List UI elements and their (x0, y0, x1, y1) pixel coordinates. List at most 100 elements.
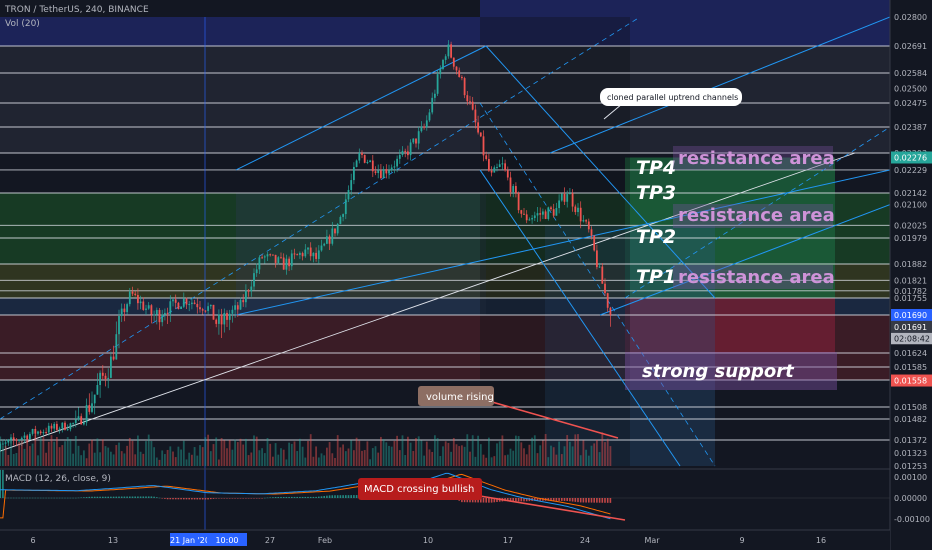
resistance-label: resistance area (678, 267, 835, 288)
candle-body (396, 158, 398, 167)
volume-bar (542, 440, 544, 466)
volume-bar (15, 453, 18, 466)
volume-bar (80, 455, 83, 466)
candle-body (93, 394, 96, 404)
macd-label: MACD (12, 26, close, 9) (5, 474, 111, 484)
macd-histogram-bar (507, 498, 509, 502)
candle-body (207, 306, 209, 311)
candle-body (520, 210, 523, 214)
candle-body (293, 253, 296, 255)
macd-histogram-bar (258, 498, 261, 499)
volume-bar (188, 452, 191, 466)
macd-histogram-bar (153, 496, 155, 498)
macd-histogram-bar (66, 497, 69, 499)
candle-body (164, 312, 166, 315)
candle-body (253, 273, 255, 287)
volume-bar (134, 454, 137, 466)
volume-bar (496, 443, 498, 466)
macd-histogram-bar (493, 498, 496, 503)
macd-histogram-bar (158, 497, 161, 499)
cloned-channels-label: cloned parallel uptrend channels (607, 93, 738, 102)
candle-body (488, 159, 490, 171)
volume-bar (199, 445, 201, 466)
candle-body (58, 428, 61, 430)
volume-rising-badge (418, 386, 494, 406)
price-tick-label: 0.02584 (894, 69, 927, 78)
candle-body (477, 122, 479, 133)
candle-body (99, 372, 101, 386)
macd-signal-line (0, 473, 611, 519)
macd-histogram-bar (350, 495, 352, 498)
candle-body (7, 439, 10, 443)
price-tag (891, 332, 932, 345)
macd-histogram-bar (588, 498, 590, 503)
candle-body (563, 193, 566, 202)
volume-bar (377, 452, 380, 466)
macd-histogram-bar (288, 496, 290, 498)
volume-bar (4, 445, 7, 466)
volume-bar (234, 439, 236, 466)
volume-bar (290, 443, 293, 466)
macd-histogram-bar (115, 496, 118, 498)
macd-histogram-bar (247, 498, 250, 499)
volume-bar (358, 440, 361, 466)
macd-histogram-bar (26, 497, 28, 499)
macd-histogram-bar (102, 496, 104, 498)
candle-body (96, 385, 99, 395)
macd-histogram-bar (517, 498, 520, 502)
volume-bar (371, 448, 374, 466)
volume-bar (415, 438, 417, 466)
macd-histogram-bar (609, 498, 612, 503)
price-tick-label: 0.02387 (894, 123, 927, 132)
tp2-label: TP2 (636, 226, 676, 248)
price-tick-label: 0.01585 (894, 363, 927, 372)
volume-bar (555, 454, 558, 466)
macd-line (0, 472, 611, 520)
volume-bar (155, 457, 158, 466)
candle-body (218, 314, 220, 324)
volume-bar (471, 435, 474, 466)
time-tick-label: 27 (265, 536, 275, 545)
volume-bar (266, 437, 269, 466)
candle-body (363, 154, 366, 163)
candle-body (309, 247, 312, 257)
volume-bar (83, 450, 85, 466)
volume-bar (436, 438, 439, 466)
volume-bar (606, 438, 609, 466)
volume-bar (0, 436, 2, 466)
macd-histogram-bar (34, 497, 37, 499)
candle-body (377, 170, 380, 174)
macd-histogram-bar (96, 496, 99, 498)
candle-body (463, 78, 466, 96)
candle-body (339, 216, 342, 224)
time-tick-label: 21 Jan '20 (170, 536, 210, 545)
candle-body (450, 44, 452, 58)
volume-bar (442, 446, 444, 466)
volume-bar (369, 459, 371, 466)
macd-tick-label: 0.00000 (894, 494, 927, 503)
price-tag (891, 309, 932, 321)
volume-rising-label: volume rising (426, 392, 494, 403)
volume-bar (353, 450, 355, 466)
candle-body (4, 442, 7, 444)
time-tick-label: 13 (108, 536, 118, 545)
candle-body (496, 166, 498, 168)
volume-bar (547, 457, 550, 466)
candle-body (307, 247, 309, 250)
volume-bar (587, 455, 590, 466)
macd-histogram-bar (123, 496, 126, 498)
macd-histogram-bar (193, 498, 196, 500)
trend-line (0, 152, 856, 452)
macd-histogram-bar (56, 497, 58, 499)
volume-bar (593, 443, 596, 466)
macd-tick-label: -0.00100 (894, 515, 930, 524)
candle-body (536, 213, 539, 216)
volume-bar (477, 435, 479, 466)
volume-bar (601, 432, 604, 466)
volume-bar (498, 441, 501, 466)
volume-bar (258, 450, 261, 466)
macd-histogram-bar (150, 496, 153, 498)
volume-bar (296, 451, 299, 466)
price-tick-label: 0.02142 (894, 189, 927, 198)
